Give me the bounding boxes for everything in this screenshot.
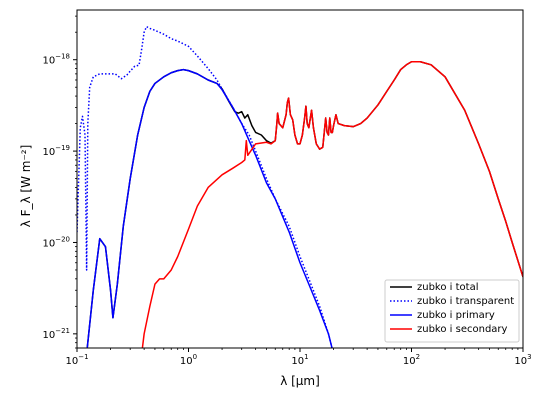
legend-label: zubko i transparent bbox=[417, 296, 514, 307]
legend: zubko i total zubko i transparent zubko i … bbox=[384, 279, 520, 343]
legend-box bbox=[384, 279, 520, 343]
series-line-3 bbox=[86, 68, 333, 348]
x-tick-label: 103 bbox=[514, 353, 531, 367]
y-tick-label: 10−19 bbox=[42, 144, 70, 158]
series-line-4 bbox=[141, 61, 523, 348]
y-tick-label: 10−21 bbox=[42, 327, 70, 341]
x-tick-label: 102 bbox=[403, 353, 420, 367]
series-line-2 bbox=[77, 25, 333, 348]
y-tick-label: 10−18 bbox=[42, 53, 70, 67]
x-tick-label: 100 bbox=[180, 353, 197, 367]
x-axis-label: λ [μm] bbox=[280, 374, 320, 388]
legend-label: zubko i secondary bbox=[417, 324, 508, 335]
legend-label: zubko i primary bbox=[417, 310, 495, 321]
legend-label: zubko i total bbox=[417, 282, 479, 293]
series-layer bbox=[77, 25, 523, 348]
x-tick-label: 101 bbox=[291, 353, 308, 367]
x-axis: 10−1 100 101 102 103 bbox=[65, 348, 532, 367]
y-axis: 10−21 10−20 10−19 10−18 bbox=[42, 15, 77, 349]
y-axis-label: λ F_λ [W m⁻²] bbox=[19, 145, 33, 228]
y-tick-label: 10−20 bbox=[42, 235, 70, 249]
x-tick-label: 10−1 bbox=[65, 353, 88, 367]
